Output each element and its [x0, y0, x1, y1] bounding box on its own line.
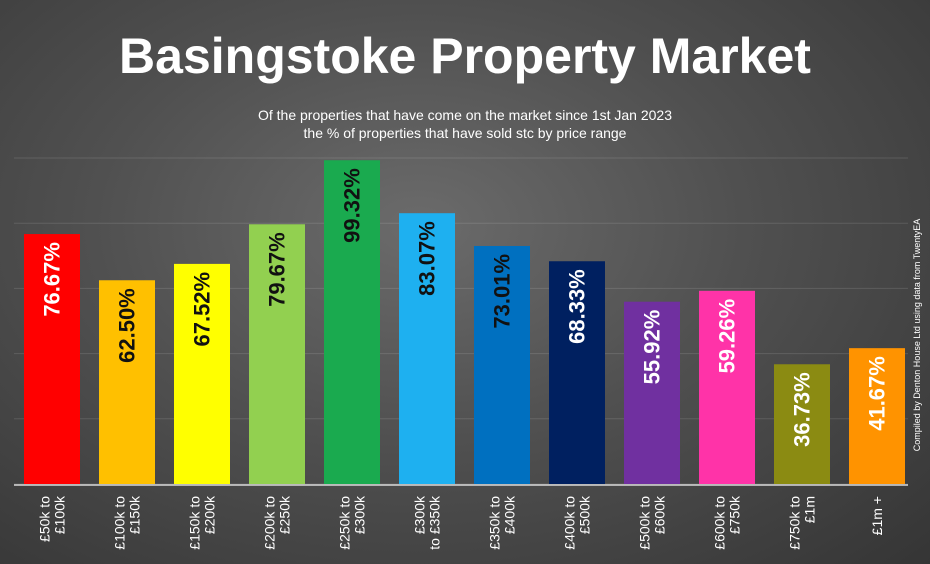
chart-subtitle-line-1: Of the properties that have come on the …: [257, 107, 672, 123]
x-tick-label: £600k to£750k: [712, 495, 743, 550]
bar: [24, 234, 80, 484]
chart-subtitle-line-2: the % of properties that have sold stc b…: [303, 125, 627, 141]
x-tick-label: £50k to£100k: [37, 495, 68, 542]
x-tick-label: £500k to£600k: [637, 495, 668, 550]
bar: [99, 280, 155, 484]
data-label: 73.01%: [490, 254, 515, 329]
data-label: 83.07%: [415, 221, 440, 296]
data-label: 36.73%: [790, 372, 815, 447]
bar: [174, 263, 230, 484]
bar: [399, 213, 455, 484]
data-label: 62.50%: [115, 288, 140, 363]
x-tick-label: £350k to£400k: [487, 495, 518, 550]
data-label: 76.67%: [40, 242, 65, 317]
data-label: 41.67%: [865, 356, 890, 431]
data-label: 99.32%: [340, 168, 365, 243]
x-tick-label: £300kto £350k: [412, 495, 443, 550]
x-tick-label: £150k to£200k: [187, 495, 218, 550]
data-label: 67.52%: [190, 272, 215, 347]
bar: [699, 290, 755, 484]
x-tick-label: £750k to£1m: [787, 496, 818, 550]
bar: [249, 224, 305, 484]
data-label: 59.26%: [715, 299, 740, 374]
bar: [324, 160, 380, 484]
bar: [549, 261, 605, 484]
data-label: 68.33%: [565, 269, 590, 344]
x-tick-label: £200k to£250k: [262, 495, 293, 550]
x-tick-label: £100k to£150k: [112, 495, 143, 550]
data-label: 79.67%: [265, 232, 290, 307]
x-tick-label: £250k to£300k: [337, 495, 368, 550]
chart-title: Basingstoke Property Market: [119, 28, 811, 84]
bar: [474, 245, 530, 484]
bar: [849, 348, 905, 484]
x-tick-label: £400k to£500k: [562, 495, 593, 550]
bar: [624, 301, 680, 484]
bar: [774, 364, 830, 484]
data-label: 55.92%: [640, 310, 665, 385]
x-tick-label: £1m +: [869, 496, 885, 535]
